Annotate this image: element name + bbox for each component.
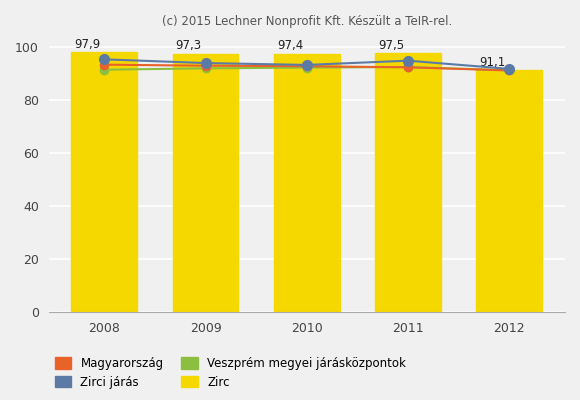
Text: 97,5: 97,5: [378, 39, 404, 52]
Text: 97,9: 97,9: [74, 38, 101, 51]
Legend: Magyarország, Zirci járás, Veszprém megyei járásközpontok, Zirc: Magyarország, Zirci járás, Veszprém megy…: [55, 357, 406, 389]
Bar: [173, 54, 238, 312]
Bar: [71, 52, 137, 312]
Bar: [476, 70, 542, 312]
Text: 97,4: 97,4: [277, 39, 303, 52]
Text: 91,1: 91,1: [480, 56, 506, 69]
Bar: [274, 54, 340, 312]
Text: 97,3: 97,3: [176, 40, 202, 52]
Bar: [375, 53, 441, 312]
Title: (c) 2015 Lechner Nonprofit Kft. Készült a TeIR-rel.: (c) 2015 Lechner Nonprofit Kft. Készült …: [162, 15, 452, 28]
